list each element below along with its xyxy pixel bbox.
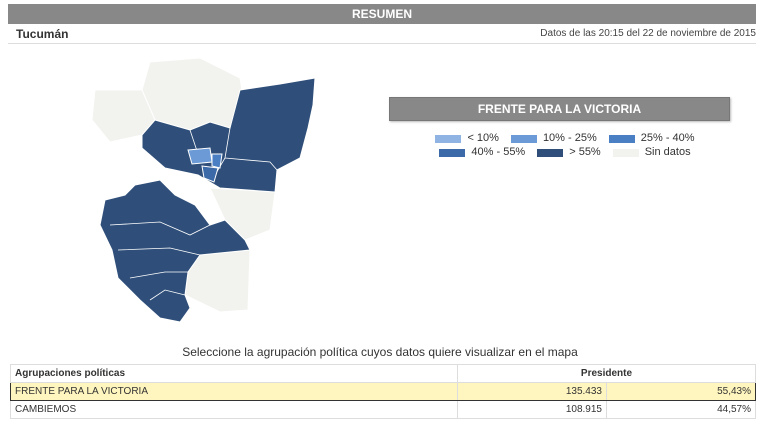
party-name[interactable]: FRENTE PARA LA VICTORIA (10, 382, 458, 401)
table-row[interactable]: CAMBIEMOS 108.915 44,57% (10, 400, 756, 419)
legend-swatch (510, 134, 537, 143)
map-department[interactable] (201, 165, 219, 183)
legend-label: > 55% (569, 146, 601, 158)
province-name: Tucumán (16, 27, 69, 41)
selected-party-banner: FRENTE PARA LA VICTORIA (389, 97, 730, 121)
table-header-row: Agrupaciones políticas Presidente (10, 364, 756, 383)
legend-item-40-55: 40% - 55% (439, 146, 525, 159)
legend-item-gt55: > 55% (537, 146, 601, 159)
map-department[interactable] (211, 153, 223, 169)
summary-header: RESUMEN (8, 4, 756, 24)
party-votes: 135.433 (457, 382, 607, 401)
legend-swatch (537, 148, 564, 157)
party-votes: 108.915 (457, 400, 607, 419)
map-legend: < 10% 10% - 25% 25% - 40% 40% - 55% > 55… (420, 132, 710, 160)
header-agrupaciones: Agrupaciones políticas (10, 364, 458, 383)
subheader: Tucumán Datos de las 20:15 del 22 de nov… (8, 25, 756, 44)
header-presidente: Presidente (457, 364, 756, 383)
legend-swatch (608, 134, 635, 143)
map-department-capital[interactable] (187, 147, 213, 165)
legend-item-lt10: < 10% (435, 132, 499, 145)
legend-item-10-25: 10% - 25% (510, 132, 597, 145)
map-department[interactable] (141, 57, 246, 131)
legend-label: 10% - 25% (542, 132, 597, 144)
data-timestamp: Datos de las 20:15 del 22 de noviembre d… (540, 28, 756, 39)
instruction-text: Seleccione la agrupación política cuyos … (182, 345, 578, 359)
legend-swatch (612, 148, 639, 157)
legend-row: 40% - 55% > 55% Sin datos (420, 146, 710, 159)
province-map (91, 57, 316, 323)
legend-label: 40% - 55% (471, 146, 526, 158)
legend-label: < 10% (467, 132, 499, 144)
map-department-border (109, 127, 278, 301)
party-name[interactable]: CAMBIEMOS (10, 400, 458, 419)
legend-item-25-40: 25% - 40% (608, 132, 695, 145)
party-percentage: 44,57% (606, 400, 756, 419)
legend-row: < 10% 10% - 25% 25% - 40% (420, 132, 710, 145)
legend-label: Sin datos (644, 146, 691, 158)
party-percentage: 55,43% (606, 382, 756, 401)
legend-swatch (435, 134, 462, 143)
table-row[interactable]: FRENTE PARA LA VICTORIA 135.433 55,43% (10, 382, 756, 401)
legend-label: 25% - 40% (640, 132, 695, 144)
results-table: Agrupaciones políticas Presidente FRENTE… (10, 364, 756, 419)
legend-swatch (439, 148, 466, 157)
legend-item-sin-datos: Sin datos (612, 146, 691, 159)
